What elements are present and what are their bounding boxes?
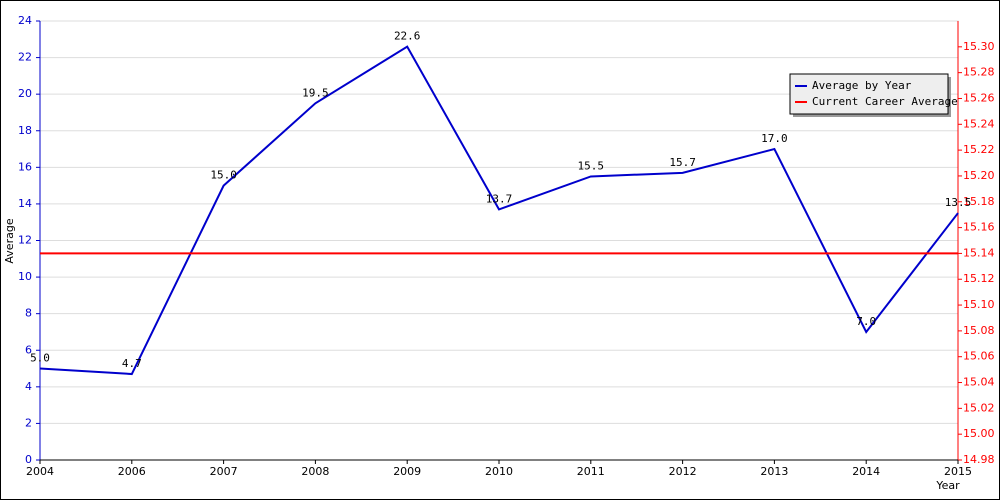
x-tick-label: 2012: [669, 465, 697, 478]
data-label: 19.5: [302, 86, 329, 99]
x-tick-label: 2015: [944, 465, 972, 478]
y-tick-label: 22: [18, 51, 32, 64]
y2-tick-label: 15.22: [963, 143, 995, 156]
x-tick-label: 2007: [210, 465, 238, 478]
y-tick-label: 24: [18, 14, 32, 27]
y-axis-label: Average: [3, 218, 16, 263]
y2-tick-label: 15.04: [963, 376, 995, 389]
y2-tick-label: 15.10: [963, 298, 995, 311]
data-label: 15.7: [669, 156, 696, 169]
x-axis-label: Year: [935, 479, 960, 492]
y2-tick-label: 15.12: [963, 272, 995, 285]
y2-tick-label: 15.24: [963, 117, 995, 130]
y2-tick-label: 14.98: [963, 453, 995, 466]
x-tick-label: 2010: [485, 465, 513, 478]
y-tick-label: 6: [25, 343, 32, 356]
y2-tick-label: 15.06: [963, 350, 995, 363]
legend-label: Current Career Average: [812, 95, 958, 108]
data-label: 13.7: [486, 192, 513, 205]
y2-tick-label: 15.08: [963, 324, 995, 337]
x-tick-label: 2014: [852, 465, 880, 478]
y2-tick-label: 15.26: [963, 91, 995, 104]
data-label: 5.0: [30, 352, 50, 365]
y2-tick-label: 15.16: [963, 221, 995, 234]
x-tick-label: 2008: [301, 465, 329, 478]
data-label: 4.7: [122, 357, 142, 370]
data-label: 17.0: [761, 132, 788, 145]
data-label: 7.0: [856, 315, 876, 328]
x-tick-label: 2011: [577, 465, 605, 478]
y-tick-label: 2: [25, 416, 32, 429]
y-tick-label: 4: [25, 380, 32, 393]
legend: [789, 73, 949, 115]
series-line: [39, 45, 959, 376]
x-tick-label: 2006: [118, 465, 146, 478]
x-tick-label: 2009: [393, 465, 421, 478]
y2-tick-label: 15.20: [963, 169, 995, 182]
y-tick-label: 10: [18, 270, 32, 283]
y-tick-label: 8: [25, 307, 32, 320]
y-tick-label: 12: [18, 234, 32, 247]
y2-tick-label: 15.18: [963, 195, 995, 208]
y2-tick-label: 15.00: [963, 427, 995, 440]
y2-tick-label: 15.14: [963, 246, 995, 259]
y-tick-label: 16: [18, 160, 32, 173]
data-label: 15.0: [210, 169, 237, 182]
y-tick-label: 20: [18, 87, 32, 100]
y-tick-label: 14: [18, 197, 32, 210]
y-tick-label: 0: [25, 453, 32, 466]
y-tick-label: 18: [18, 124, 32, 137]
data-label: 15.5: [578, 159, 605, 172]
y2-tick-label: 15.28: [963, 66, 995, 79]
data-label: 13.5: [945, 196, 972, 209]
y2-tick-label: 15.02: [963, 401, 995, 414]
data-label: 22.6: [394, 30, 421, 43]
x-tick-label: 2004: [26, 465, 54, 478]
x-tick-label: 2013: [760, 465, 788, 478]
legend-label: Average by Year: [812, 79, 912, 92]
y2-tick-label: 15.30: [963, 40, 995, 53]
